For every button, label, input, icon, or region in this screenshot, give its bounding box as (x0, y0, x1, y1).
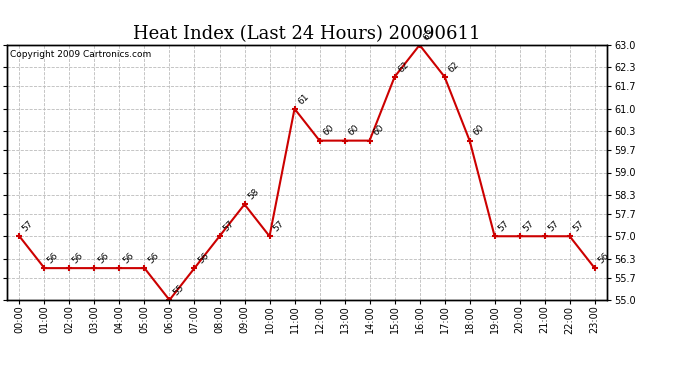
Text: 63: 63 (421, 28, 435, 42)
Text: 56: 56 (196, 251, 210, 266)
Text: 56: 56 (71, 251, 86, 266)
Text: 60: 60 (471, 123, 486, 138)
Text: 56: 56 (46, 251, 60, 266)
Text: 57: 57 (221, 219, 235, 234)
Text: 57: 57 (571, 219, 586, 234)
Text: 61: 61 (296, 92, 310, 106)
Text: 57: 57 (521, 219, 535, 234)
Text: 60: 60 (371, 123, 386, 138)
Text: 60: 60 (321, 123, 335, 138)
Text: 58: 58 (246, 187, 260, 202)
Text: 56: 56 (146, 251, 160, 266)
Text: 57: 57 (271, 219, 286, 234)
Title: Heat Index (Last 24 Hours) 20090611: Heat Index (Last 24 Hours) 20090611 (133, 26, 481, 44)
Text: 60: 60 (346, 123, 360, 138)
Text: 56: 56 (121, 251, 135, 266)
Text: Copyright 2009 Cartronics.com: Copyright 2009 Cartronics.com (10, 50, 151, 59)
Text: 57: 57 (21, 219, 35, 234)
Text: 57: 57 (546, 219, 560, 234)
Text: 56: 56 (96, 251, 110, 266)
Text: 62: 62 (396, 60, 411, 74)
Text: 55: 55 (171, 283, 186, 297)
Text: 62: 62 (446, 60, 460, 74)
Text: 56: 56 (596, 251, 611, 266)
Text: 57: 57 (496, 219, 511, 234)
